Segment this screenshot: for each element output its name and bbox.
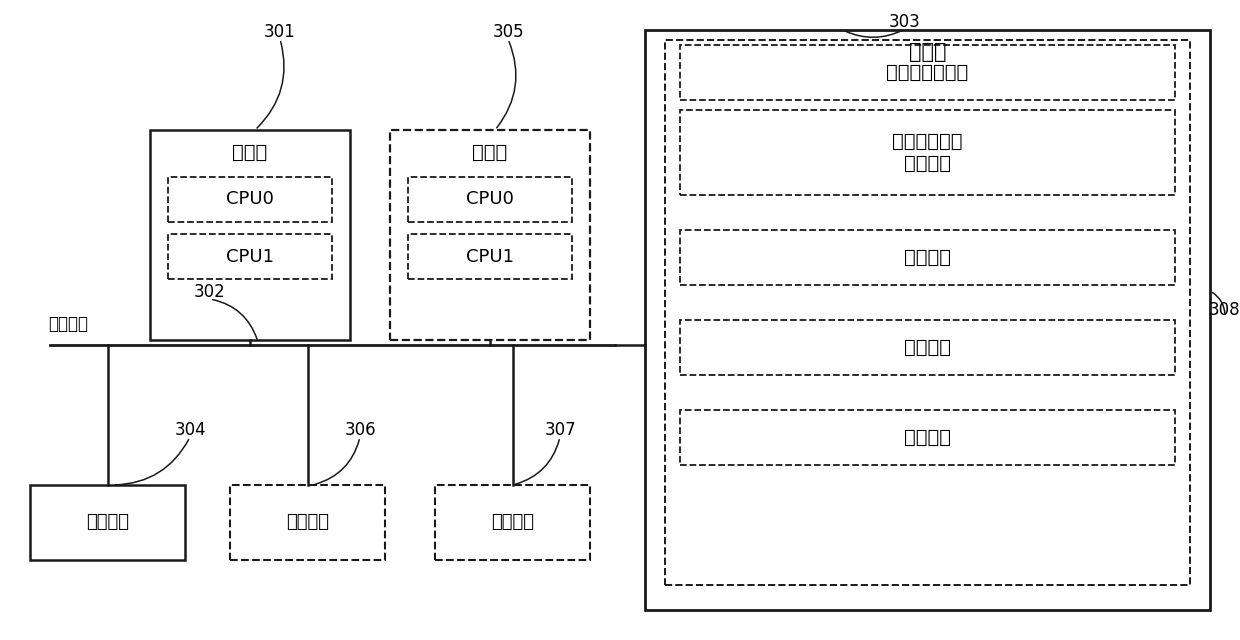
Text: CPU0: CPU0 bbox=[466, 191, 513, 209]
Bar bbox=[229, 485, 384, 560]
Text: 305: 305 bbox=[492, 23, 523, 41]
Text: 用户交互动作
接收模块: 用户交互动作 接收模块 bbox=[893, 132, 962, 173]
Bar bbox=[408, 177, 572, 222]
Text: 303: 303 bbox=[889, 13, 921, 31]
Text: 307: 307 bbox=[544, 421, 575, 439]
Text: 输入设备: 输入设备 bbox=[491, 513, 534, 531]
Text: 308: 308 bbox=[1209, 301, 1240, 319]
Text: 302: 302 bbox=[195, 283, 226, 301]
Text: 301: 301 bbox=[264, 23, 296, 41]
Bar bbox=[645, 30, 1210, 610]
Bar bbox=[391, 130, 590, 340]
Text: 计算模块: 计算模块 bbox=[904, 338, 951, 357]
Bar bbox=[167, 234, 332, 279]
Text: 输出模块: 输出模块 bbox=[904, 428, 951, 447]
Text: 媒体流接收模块: 媒体流接收模块 bbox=[887, 63, 968, 82]
Bar bbox=[680, 45, 1176, 100]
Bar bbox=[665, 40, 1190, 585]
Bar bbox=[680, 410, 1176, 465]
Bar bbox=[680, 230, 1176, 285]
Text: 304: 304 bbox=[174, 421, 206, 439]
Text: CPU0: CPU0 bbox=[226, 191, 274, 209]
Bar bbox=[680, 320, 1176, 375]
Text: 通信接口: 通信接口 bbox=[86, 513, 129, 531]
Text: 处理器: 处理器 bbox=[472, 143, 507, 161]
Bar bbox=[408, 234, 572, 279]
Text: CPU1: CPU1 bbox=[226, 248, 274, 266]
Text: 输出设备: 输出设备 bbox=[286, 513, 329, 531]
Text: 采样模块: 采样模块 bbox=[904, 248, 951, 267]
Text: 存储器: 存储器 bbox=[909, 42, 946, 62]
Bar bbox=[435, 485, 590, 560]
Text: 通信总线: 通信总线 bbox=[48, 315, 88, 333]
Text: CPU1: CPU1 bbox=[466, 248, 515, 266]
Text: 处理器: 处理器 bbox=[232, 143, 268, 161]
Bar bbox=[167, 177, 332, 222]
Bar bbox=[150, 130, 350, 340]
Bar bbox=[680, 110, 1176, 195]
Text: 306: 306 bbox=[345, 421, 376, 439]
Bar bbox=[30, 485, 185, 560]
